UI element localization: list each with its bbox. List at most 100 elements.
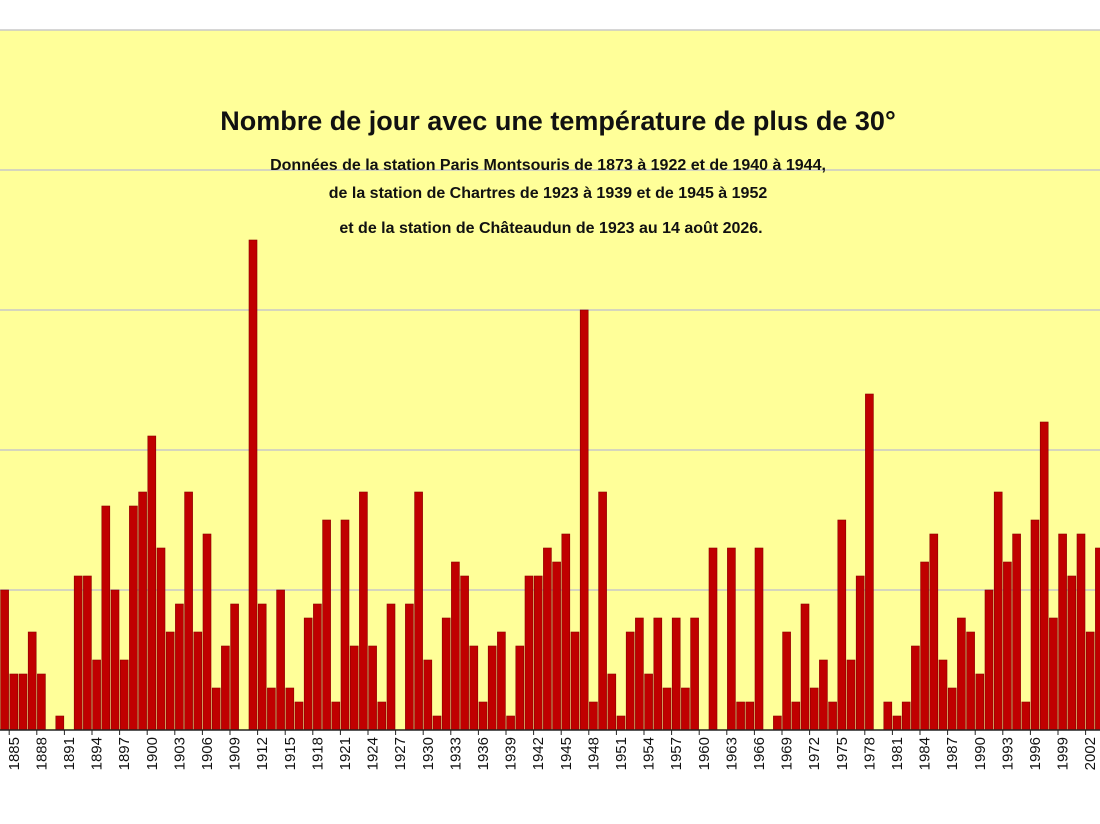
bar-1988	[957, 617, 966, 731]
bar-1961	[708, 547, 718, 731]
x-tick-label: 1912	[254, 737, 271, 770]
bar-1973	[819, 659, 828, 731]
bar-2003	[1095, 547, 1100, 731]
bar-1983	[911, 645, 920, 731]
bar-1953	[635, 617, 644, 731]
bar-1995	[1021, 701, 1031, 731]
bar-1942	[533, 575, 543, 731]
bar-1893	[83, 575, 92, 731]
bar-1970	[791, 701, 801, 731]
x-tick-label: 1981	[889, 737, 906, 770]
bar-1895	[101, 505, 111, 731]
x-tick-label: 1924	[365, 737, 382, 770]
chart-subtitle-line-3: et de la station de Châteaudun de 1923 a…	[339, 220, 762, 237]
bar-1947	[579, 309, 589, 731]
x-tick-label: 1906	[199, 737, 216, 770]
bar-1932	[441, 617, 451, 731]
bar-1949	[598, 491, 607, 731]
x-tick-label: 2002	[1082, 737, 1099, 770]
x-tick-label: 1987	[944, 737, 961, 770]
x-tick-label: 1969	[779, 737, 796, 770]
x-tick-label: 1990	[972, 737, 989, 770]
bar-1976	[846, 659, 856, 731]
bar-1900	[147, 435, 157, 731]
bar-1968	[773, 715, 782, 731]
x-tick-label: 1888	[33, 737, 50, 770]
bar-1919	[322, 519, 331, 731]
bar-1918	[313, 603, 322, 731]
bar-1905	[193, 631, 203, 731]
bar-1902	[165, 631, 175, 731]
x-tick-label: 1957	[668, 737, 685, 770]
x-tick-label: 1933	[447, 737, 464, 770]
bar-1917	[303, 617, 313, 731]
bar-1911	[248, 239, 258, 731]
x-tick-label: 1963	[723, 737, 740, 770]
x-tick-label: 1972	[806, 737, 823, 770]
x-tick-label: 1999	[1055, 737, 1072, 770]
bar-2001	[1076, 533, 1086, 731]
bar-1898	[129, 505, 138, 731]
bar-1984	[920, 561, 929, 731]
x-tick-labels: 1885 1888 1891 1894 1897 1900 1903 1906 1909 1912…	[6, 730, 1099, 770]
bar-1908	[221, 645, 230, 731]
x-tick-label: 1930	[420, 737, 437, 770]
x-tick-label: 1951	[613, 737, 630, 770]
bar-1925	[377, 701, 387, 731]
bar-1936	[478, 701, 488, 731]
bar-1884	[0, 589, 9, 731]
bar-1987	[947, 687, 957, 731]
bar-1887	[27, 631, 37, 731]
bar-1952	[625, 631, 635, 731]
x-tick-label: 1918	[309, 737, 326, 770]
bar-1954	[644, 673, 653, 731]
bar-1904	[184, 491, 193, 731]
bar-1980	[883, 701, 893, 731]
bar-1913	[267, 687, 276, 731]
bar-1997	[1039, 421, 1049, 731]
bar-1915	[285, 687, 295, 731]
bar-1948	[589, 701, 598, 731]
bar-1940	[515, 645, 525, 731]
bar-1914	[276, 589, 285, 731]
bar-1977	[855, 575, 865, 731]
x-tick-label: 1915	[282, 737, 299, 770]
bar-1943	[543, 547, 552, 731]
bar-1969	[782, 631, 791, 731]
x-tick-label: 1945	[558, 737, 575, 770]
bar-1909	[230, 603, 239, 731]
bar-1903	[175, 603, 184, 731]
bar-1986	[938, 659, 948, 731]
x-tick-label: 1993	[999, 737, 1016, 770]
bar-1999	[1058, 533, 1067, 731]
bar-2002	[1085, 631, 1095, 731]
bar-1937	[487, 645, 497, 731]
bar-1892	[73, 575, 83, 731]
bar-1972	[809, 687, 819, 731]
x-tick-label: 1885	[6, 737, 23, 770]
bar-1990	[975, 673, 985, 731]
bar-1938	[497, 631, 506, 731]
bar-1922	[349, 645, 359, 731]
bar-1991	[984, 589, 994, 731]
bar-1982	[901, 701, 911, 731]
bar-1965	[745, 701, 755, 731]
bar-1926	[386, 603, 396, 731]
bar-1907	[211, 687, 221, 731]
bar-1890	[55, 715, 65, 731]
bar-1931	[432, 715, 442, 731]
bar-1951	[616, 715, 626, 731]
x-tick-label: 1897	[116, 737, 133, 770]
bar-1966	[754, 547, 764, 731]
bar-1994	[1012, 533, 1021, 731]
x-tick-label: 1954	[641, 737, 658, 770]
bar-2000	[1067, 575, 1077, 731]
x-tick-label: 1903	[171, 737, 188, 770]
bar-1912	[257, 603, 267, 731]
x-tick-label: 1966	[751, 737, 768, 770]
bar-1956	[662, 687, 672, 731]
bar-1985	[929, 533, 939, 731]
bar-1935	[469, 645, 479, 731]
bar-1974	[828, 701, 837, 731]
